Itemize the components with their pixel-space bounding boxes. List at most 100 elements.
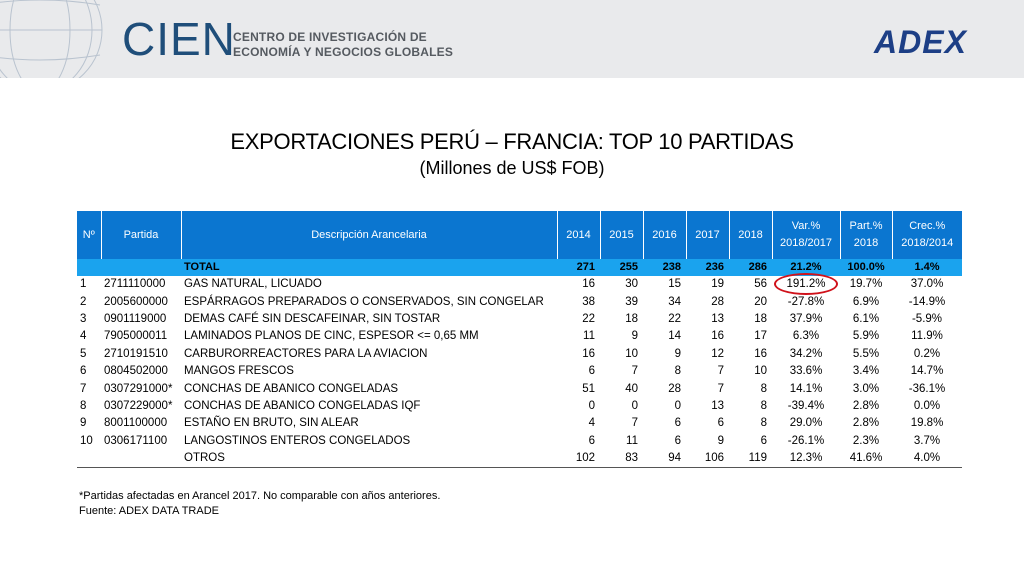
cell-num: 8	[80, 399, 87, 412]
cell-2015: 7	[631, 417, 638, 430]
cell-2017: 16	[711, 330, 724, 343]
cell-2015: 30	[625, 278, 638, 291]
cell-2015: 11	[626, 434, 638, 447]
cell-partida: 0307291000*	[104, 382, 173, 395]
source-note: Fuente: ADEX DATA TRADE	[79, 505, 219, 517]
cell-crec: 19.8%	[910, 417, 944, 430]
cell-crec: 37.0%	[910, 278, 944, 291]
table-row: 1 2711110000 GAS NATURAL, LICUADO 16 30 15 19 5…	[77, 273, 962, 295]
table-row: 9 8001100000 ESTAÑO EN BRUTO, SIN ALEAR 4 7 6…	[77, 415, 962, 432]
cell-2015: 83	[600, 449, 643, 468]
page-title: EXPORTACIONES PERÚ – FRANCIA: TOP 10 PAR…	[230, 129, 794, 154]
cell-crec: -14.9%	[908, 295, 946, 308]
cell-2016: 28	[668, 382, 681, 395]
cell-num	[77, 449, 101, 468]
cell-var: 21.2%	[772, 259, 840, 276]
col-header-2017: 2017	[686, 211, 730, 259]
table-row: 5 2710191510 CARBURORREACTORES PARA LA AVI…	[77, 346, 962, 363]
cell-desc: GAS NATURAL, LICUADO	[184, 278, 322, 291]
cell-part: 5.9%	[852, 330, 880, 343]
table-row: 8 0307229000* CONCHAS DE ABANICO CONGELADA…	[77, 398, 962, 415]
cell-crec: 4.0%	[892, 449, 962, 468]
cell-2017: 106	[686, 449, 729, 468]
cell-num: 4	[80, 330, 87, 343]
cell-part: 6.9%	[852, 295, 880, 308]
cell-2014: 16	[582, 347, 595, 360]
cell-num: 6	[80, 365, 87, 378]
cell-var: 6.3%	[792, 330, 820, 343]
cell-crec: 1.4%	[892, 259, 962, 276]
cell-partida: 2711110000	[104, 278, 166, 291]
cell-2018: 10	[754, 365, 767, 378]
cell-2017: 13	[711, 399, 724, 412]
cell-2015: 10	[625, 347, 638, 360]
cell-2014: 38	[582, 295, 595, 308]
cell-2018: 8	[760, 382, 767, 395]
exports-table: Nº Partida Descripción Arancelaria 2014 …	[77, 211, 962, 468]
cell-desc: LAMINADOS PLANOS DE CINC, ESPESOR <= 0,6…	[184, 330, 479, 343]
cell-desc: OTROS	[181, 449, 557, 468]
cell-2018: 56	[754, 278, 767, 291]
cell-2015: 9	[631, 330, 638, 343]
cell-desc: ESTAÑO EN BRUTO, SIN ALEAR	[184, 417, 359, 430]
cell-crec: 0.2%	[913, 347, 941, 360]
cell-2018: 20	[754, 295, 767, 308]
table-row: 3 0901119000 DEMAS CAFÉ SIN DESCAFEINAR, S…	[77, 311, 962, 328]
table-row: 10 0306171100 LANGOSTINOS ENTEROS CONGELAD…	[77, 433, 962, 450]
cell-2018: 18	[754, 312, 767, 325]
cell-var: 33.6%	[789, 365, 823, 378]
cell-part: 2.8%	[852, 399, 880, 412]
cell-2014: 6	[588, 434, 595, 447]
cell-var: 12.3%	[772, 449, 840, 468]
cell-2015: 255	[600, 259, 643, 276]
cell-num: 2	[80, 295, 87, 308]
cell-desc: CONCHAS DE ABANICO CONGELADAS IQF	[184, 399, 421, 412]
cell-2018: 286	[729, 259, 772, 276]
cien-subtitle: CENTRO DE INVESTIGACIÓN DE ECONOMÍA Y NE…	[233, 30, 453, 60]
cell-2017: 28	[711, 295, 724, 308]
cell-2015: 40	[625, 382, 638, 395]
cell-2016: 6	[674, 434, 681, 447]
cell-var: 34.2%	[789, 347, 823, 360]
table-row: 4 7905000011 LAMINADOS PLANOS DE CINC, ESP…	[77, 328, 962, 345]
cell-partida: 2710191510	[104, 347, 168, 360]
cell-num: 1	[80, 278, 87, 291]
col-header-num: Nº	[77, 211, 102, 259]
globe-icon	[0, 0, 103, 78]
cell-num: 7	[80, 382, 87, 395]
table-row: 7 0307291000* CONCHAS DE ABANICO CONGELADA…	[77, 380, 962, 397]
cell-part: 19.7%	[849, 278, 883, 291]
cell-2016: 8	[674, 365, 681, 378]
cien-subtitle-line2: ECONOMÍA Y NEGOCIOS GLOBALES	[233, 45, 454, 59]
cell-desc: TOTAL	[181, 259, 557, 276]
highlight-circle	[774, 273, 838, 295]
cell-num: 10	[80, 434, 93, 447]
cell-2018: 119	[729, 449, 772, 468]
cell-var: 14.1%	[789, 382, 823, 395]
cell-2014: 16	[582, 278, 595, 291]
cell-partida: 0307229000*	[104, 399, 173, 412]
cell-2015: 7	[631, 365, 638, 378]
cien-logo: CIEN	[122, 13, 236, 65]
cell-partida: 7905000011	[104, 330, 168, 343]
cell-desc: CONCHAS DE ABANICO CONGELADAS	[184, 382, 399, 395]
cell-2017: 236	[686, 259, 729, 276]
cell-desc: CARBURORREACTORES PARA LA AVIACION	[184, 347, 428, 360]
footnote: *Partidas afectadas en Arancel 2017. No …	[79, 490, 441, 502]
cell-partida: 0804502000	[104, 365, 168, 378]
cell-crec: -5.9%	[911, 312, 943, 325]
cell-desc: ESPÁRRAGOS PREPARADOS O CONSERVADOS, SIN…	[184, 295, 544, 308]
cell-var: -39.4%	[787, 399, 825, 412]
cell-partida	[101, 449, 181, 468]
cell-2016: 6	[674, 417, 681, 430]
cell-partida: 8001100000	[104, 417, 168, 430]
cell-2018: 8	[760, 417, 767, 430]
cell-2015: 18	[625, 312, 638, 325]
cell-desc: MANGOS FRESCOS	[184, 365, 294, 378]
cell-2018: 8	[760, 399, 767, 412]
cell-crec: 14.7%	[910, 365, 944, 378]
cell-2016: 0	[674, 399, 681, 412]
cell-crec: 0.0%	[913, 399, 941, 412]
cell-2017: 7	[717, 365, 724, 378]
cell-2017: 9	[717, 434, 724, 447]
